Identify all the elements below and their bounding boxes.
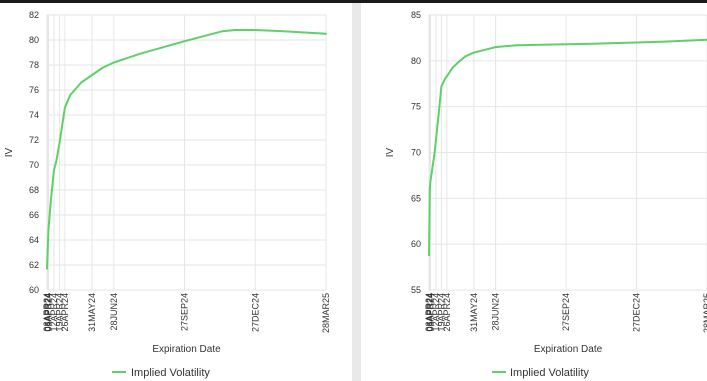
y-tick-label: 75 [411, 102, 421, 112]
y-tick-label: 55 [411, 285, 421, 295]
top-border [0, 0, 707, 3]
y-tick-label: 74 [29, 110, 39, 120]
x-tick-label: 04APR24 [425, 293, 435, 332]
y-tick-label: 64 [29, 235, 39, 245]
y-tick-label: 72 [29, 135, 39, 145]
y-tick-label: 70 [411, 148, 421, 158]
x-tick-label: 31MAY24 [469, 293, 479, 332]
panel-divider [352, 3, 361, 381]
x-tick-label: 19APR24 [436, 293, 446, 332]
x-tick-label: 28JUN24 [491, 293, 501, 331]
x-tick-label: 12APR24 [431, 293, 441, 332]
x-tick-label: 03APR24 [424, 293, 434, 332]
x-tick-label: 19APR24 [54, 293, 64, 332]
y-tick-label: 78 [29, 60, 39, 70]
iv-chart-right: 55 60 65 70 75 80 85 03APR2404APR2405APR2412APR… [385, 10, 707, 379]
x-tick-label: 27DEC24 [250, 293, 260, 332]
x-tick-label: 04APR24 [43, 293, 53, 332]
legend-label: Implied Volatility [131, 367, 210, 379]
y-axis-title: IV [385, 147, 396, 157]
y-tick-label: 76 [29, 85, 39, 95]
y-tick-label: 65 [411, 193, 421, 203]
y-tick-label: 60 [411, 239, 421, 249]
y-tick-label: 85 [411, 10, 421, 20]
chart-panel-left: 60 62 64 66 68 70 72 74 76 78 80 82 03APR24 04APR24 05… [0, 3, 352, 381]
x-tick-label: 27DEC24 [632, 293, 642, 332]
x-tick-label: 03APR24 [42, 293, 52, 332]
y-tick-label: 80 [29, 35, 39, 45]
x-tick-label: 05APR24 [426, 293, 436, 332]
y-tick-label: 82 [29, 10, 39, 20]
y-tick-label: 80 [411, 56, 421, 66]
x-tick-label: 28JUN24 [109, 293, 119, 331]
y-tick-label: 62 [29, 260, 39, 270]
x-tick-label: 27SEP24 [561, 293, 571, 331]
x-tick-label: 05APR24 [44, 293, 54, 332]
legend-label: Implied Volatility [510, 367, 589, 379]
x-axis-title: Expiration Date [152, 344, 221, 355]
iv-series-line [428, 38, 707, 257]
x-tick-label: 26APR24 [442, 293, 452, 332]
y-tick-label: 70 [29, 160, 39, 170]
y-tick-label: 68 [29, 185, 39, 195]
x-tick-label: 31MAY24 [87, 293, 97, 332]
iv-series-line [46, 29, 327, 270]
x-tick-label: 28MAR25 [702, 293, 707, 333]
x-tick-label: 26APR24 [60, 293, 70, 332]
y-tick-label: 66 [29, 210, 39, 220]
iv-chart-left: 60 62 64 66 68 70 72 74 76 78 80 82 03APR2404APR2405… [4, 10, 331, 379]
y-tick-label: 60 [29, 285, 39, 295]
x-tick-label: 28MAR25 [321, 293, 331, 333]
chart-panel-right: 55 60 65 70 75 80 85 03APR24 04APR24 05APR24 12APR… [361, 3, 707, 381]
x-tick-label: 27SEP24 [180, 293, 190, 331]
y-axis-title: IV [4, 147, 15, 157]
x-tick-label: 12APR24 [49, 293, 59, 332]
x-axis-title: Expiration Date [534, 344, 603, 355]
